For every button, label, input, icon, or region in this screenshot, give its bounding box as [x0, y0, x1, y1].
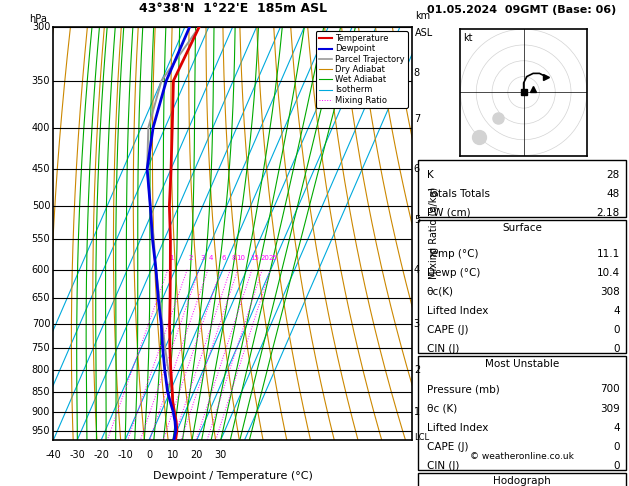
Text: -20: -20: [93, 450, 109, 460]
Text: 400: 400: [32, 122, 50, 133]
Text: 0: 0: [146, 450, 152, 460]
Text: Most Unstable: Most Unstable: [485, 359, 559, 369]
Text: 0: 0: [613, 441, 620, 451]
Text: 350: 350: [31, 76, 50, 86]
Text: 300: 300: [32, 22, 50, 32]
Text: 8: 8: [231, 255, 235, 261]
Text: 650: 650: [31, 293, 50, 303]
Text: 3: 3: [414, 319, 420, 329]
Text: 309: 309: [600, 403, 620, 414]
Bar: [418, 220, 626, 353]
Text: 7: 7: [414, 114, 420, 123]
Text: Pressure (mb): Pressure (mb): [426, 384, 499, 395]
Text: PW (cm): PW (cm): [426, 208, 470, 218]
Text: θᴄ(K): θᴄ(K): [426, 287, 454, 296]
Text: 20: 20: [191, 450, 203, 460]
Text: 48: 48: [606, 189, 620, 199]
Text: 2: 2: [188, 255, 192, 261]
Text: θᴄ (K): θᴄ (K): [426, 403, 457, 414]
Text: Surface: Surface: [502, 223, 542, 233]
Text: 950: 950: [31, 426, 50, 436]
Text: 11.1: 11.1: [596, 249, 620, 259]
Bar: [418, 160, 626, 217]
Text: Lifted Index: Lifted Index: [426, 422, 488, 433]
Text: 700: 700: [31, 319, 50, 329]
Text: 10: 10: [167, 450, 179, 460]
Text: 3: 3: [200, 255, 204, 261]
Text: Dewpoint / Temperature (°C): Dewpoint / Temperature (°C): [153, 471, 313, 482]
Text: 43°38'N  1°22'E  185m ASL: 43°38'N 1°22'E 185m ASL: [138, 1, 327, 15]
Text: 900: 900: [32, 407, 50, 417]
Text: 750: 750: [31, 343, 50, 353]
Text: 10: 10: [237, 255, 245, 261]
Text: 4: 4: [613, 422, 620, 433]
Text: Temp (°C): Temp (°C): [426, 249, 478, 259]
Text: 450: 450: [31, 164, 50, 174]
Text: -30: -30: [69, 450, 86, 460]
Text: 2: 2: [414, 365, 420, 376]
Text: 308: 308: [600, 287, 620, 296]
Text: 01.05.2024  09GMT (Base: 06): 01.05.2024 09GMT (Base: 06): [428, 4, 616, 15]
Text: K: K: [426, 170, 433, 180]
Text: 800: 800: [32, 365, 50, 376]
Text: 15: 15: [250, 255, 259, 261]
Text: Dewp (°C): Dewp (°C): [426, 268, 480, 278]
Text: 6: 6: [221, 255, 226, 261]
Text: 0: 0: [613, 325, 620, 335]
Text: 30: 30: [214, 450, 227, 460]
Text: 550: 550: [31, 234, 50, 244]
Text: 20: 20: [260, 255, 270, 261]
Text: CAPE (J): CAPE (J): [426, 441, 468, 451]
Text: -40: -40: [45, 450, 62, 460]
Text: hPa: hPa: [30, 14, 47, 24]
Text: km: km: [415, 11, 430, 21]
Text: 4: 4: [613, 306, 620, 316]
Text: 10.4: 10.4: [596, 268, 620, 278]
Text: 4: 4: [414, 265, 420, 275]
Text: LCL: LCL: [414, 433, 429, 442]
Text: 850: 850: [31, 387, 50, 397]
Text: 700: 700: [600, 384, 620, 395]
Text: kt: kt: [463, 33, 472, 43]
Bar: [418, 473, 626, 486]
Text: -10: -10: [117, 450, 133, 460]
Text: Lifted Index: Lifted Index: [426, 306, 488, 316]
Text: CAPE (J): CAPE (J): [426, 325, 468, 335]
Text: Hodograph: Hodograph: [493, 476, 551, 486]
Bar: [418, 356, 626, 470]
Text: 1: 1: [414, 407, 420, 417]
Text: 28: 28: [606, 170, 620, 180]
Text: 600: 600: [32, 265, 50, 275]
Text: 25: 25: [269, 255, 277, 261]
Text: ASL: ASL: [415, 28, 433, 38]
Text: 6: 6: [414, 164, 420, 174]
Text: © weatheronline.co.uk: © weatheronline.co.uk: [470, 452, 574, 461]
Text: 8: 8: [414, 68, 420, 78]
Text: Mixing Ratio (g/kg): Mixing Ratio (g/kg): [429, 187, 439, 279]
Text: Totals Totals: Totals Totals: [426, 189, 489, 199]
Text: 0: 0: [613, 461, 620, 470]
Text: 5: 5: [414, 214, 420, 225]
Text: 500: 500: [31, 201, 50, 211]
Text: 4: 4: [209, 255, 213, 261]
Legend: Temperature, Dewpoint, Parcel Trajectory, Dry Adiabat, Wet Adiabat, Isotherm, Mi: Temperature, Dewpoint, Parcel Trajectory…: [316, 31, 408, 108]
Text: CIN (J): CIN (J): [426, 461, 459, 470]
Text: 2.18: 2.18: [596, 208, 620, 218]
Text: 1: 1: [169, 255, 173, 261]
Text: CIN (J): CIN (J): [426, 344, 459, 354]
Text: 0: 0: [613, 344, 620, 354]
